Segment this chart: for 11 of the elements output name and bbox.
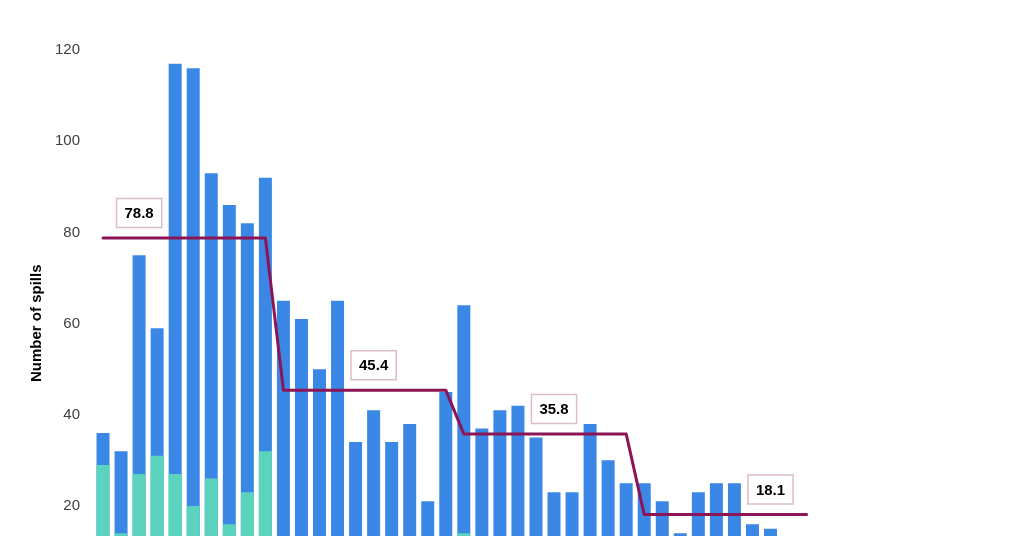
y-axis-title: Number of spills bbox=[27, 264, 45, 382]
y-tick-label: 20 bbox=[63, 496, 80, 514]
y-tick-label: 60 bbox=[63, 313, 80, 331]
data-label: 35.8 bbox=[539, 400, 569, 418]
y-tick-label: 120 bbox=[54, 40, 80, 58]
data-label: 18.1 bbox=[755, 480, 786, 498]
y-tick-label: 80 bbox=[63, 222, 80, 240]
y-tick-label: 100 bbox=[54, 131, 80, 149]
y-tick-label: 40 bbox=[63, 404, 80, 422]
data-label: 78.8 bbox=[124, 204, 154, 222]
data-label: 45.4 bbox=[359, 356, 389, 374]
